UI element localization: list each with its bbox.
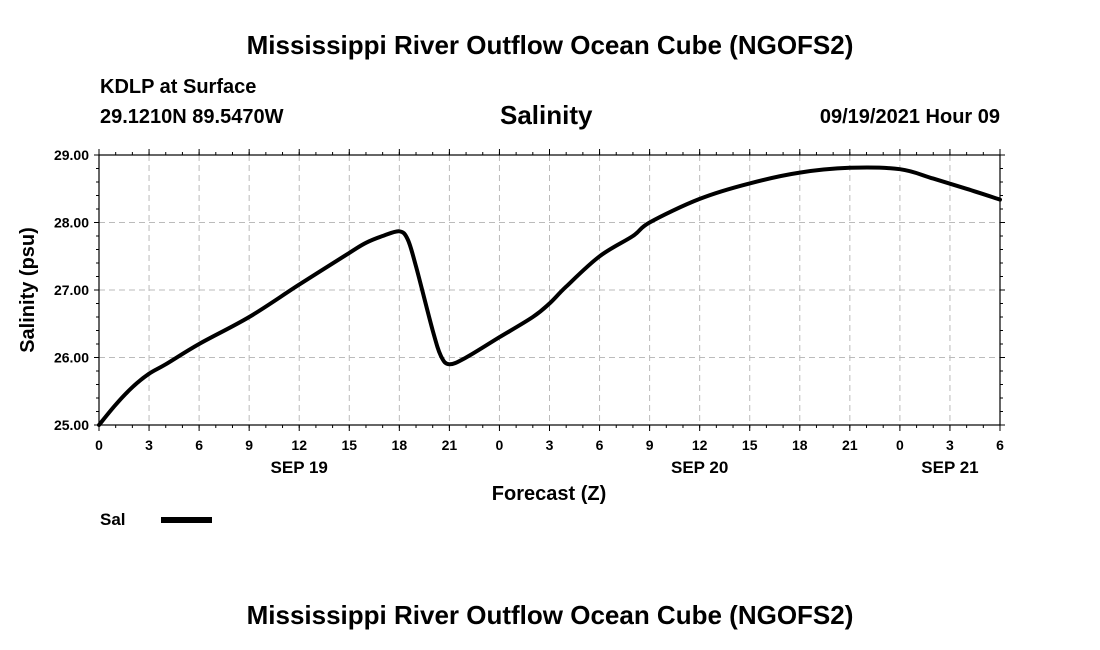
y-axis-title: Salinity (psu) bbox=[17, 227, 39, 353]
footer-title: Mississippi River Outflow Ocean Cube (NG… bbox=[246, 600, 854, 630]
station-label: KDLP at Surface bbox=[100, 76, 257, 98]
x-tick-label: 15 bbox=[341, 437, 357, 453]
axis-ticks bbox=[94, 149, 1005, 431]
tick-labels: 25.00 26.00 27.00 28.00 29.00 0 3 6 9 12 15 18 21 0 3 6… bbox=[54, 147, 1004, 477]
x-tick-label: 9 bbox=[646, 437, 654, 453]
x-tick-label: 12 bbox=[692, 437, 708, 453]
legend-label: Sal bbox=[100, 510, 126, 529]
date-label: SEP 19 bbox=[271, 458, 328, 477]
x-tick-label: 6 bbox=[996, 437, 1004, 453]
x-tick-label: 6 bbox=[596, 437, 604, 453]
x-tick-label: 0 bbox=[95, 437, 103, 453]
x-tick-label: 18 bbox=[392, 437, 408, 453]
station-coordinates: 29.1210N 89.5470W bbox=[100, 106, 284, 128]
x-tick-label: 6 bbox=[195, 437, 203, 453]
x-tick-label: 18 bbox=[792, 437, 808, 453]
x-tick-label: 21 bbox=[442, 437, 458, 453]
x-axis-title: Forecast (Z) bbox=[492, 483, 606, 505]
x-tick-label: 15 bbox=[742, 437, 758, 453]
x-tick-label: 0 bbox=[496, 437, 504, 453]
x-tick-label: 12 bbox=[291, 437, 307, 453]
x-tick-label: 0 bbox=[896, 437, 904, 453]
date-label: SEP 20 bbox=[671, 458, 728, 477]
date-label: SEP 21 bbox=[921, 458, 978, 477]
legend: Sal bbox=[100, 510, 212, 529]
x-tick-label: 3 bbox=[145, 437, 153, 453]
grid-lines bbox=[99, 155, 1000, 425]
x-tick-label: 9 bbox=[245, 437, 253, 453]
y-tick-label: 26.00 bbox=[54, 350, 89, 366]
salinity-series-line bbox=[97, 165, 1002, 427]
x-tick-label: 3 bbox=[546, 437, 554, 453]
forecast-datetime: 09/19/2021 Hour 09 bbox=[819, 106, 1000, 128]
x-tick-label: 21 bbox=[842, 437, 858, 453]
chart-variable-title: Salinity bbox=[500, 100, 593, 130]
page-title: Mississippi River Outflow Ocean Cube (NG… bbox=[246, 30, 854, 60]
y-tick-label: 25.00 bbox=[54, 417, 89, 433]
y-tick-label: 29.00 bbox=[54, 147, 89, 163]
y-tick-label: 28.00 bbox=[54, 215, 89, 231]
y-tick-label: 27.00 bbox=[54, 282, 89, 298]
x-tick-label: 3 bbox=[946, 437, 954, 453]
